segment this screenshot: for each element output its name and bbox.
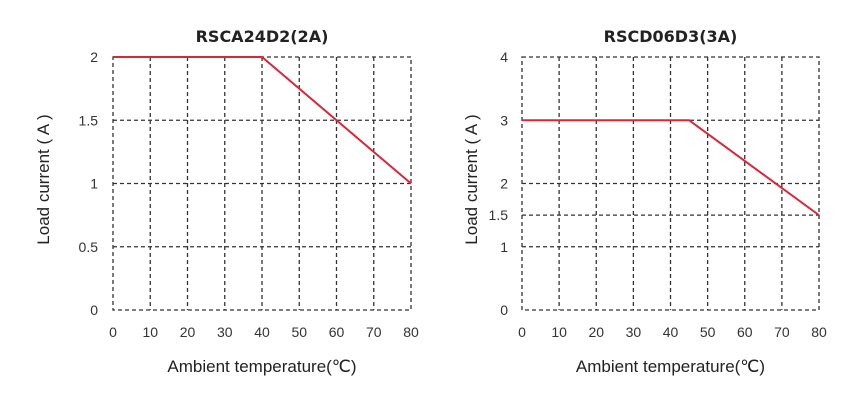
chart-2: RSCD06D3(3A) 0 10 20 30 40 50 60 70 80 0 1 1.5 2 3 4 Amb… xyxy=(462,27,827,376)
y-tick-label: 2 xyxy=(500,176,508,192)
derating-curve-line xyxy=(522,119,820,216)
y-tick-label: 1.5 xyxy=(79,112,99,128)
x-tick-label: 20 xyxy=(180,324,196,340)
x-tick-label: 20 xyxy=(588,324,604,340)
y-tick-label: 1.5 xyxy=(489,207,509,223)
x-axis-label: Ambient temperature(℃) xyxy=(576,357,765,376)
x-tick-label: 70 xyxy=(366,324,382,340)
x-tick-label: 40 xyxy=(254,324,270,340)
x-tick-label: 10 xyxy=(551,324,567,340)
chart-title: RSCA24D2(2A) xyxy=(196,27,329,46)
y-tick-label: 0 xyxy=(500,302,508,318)
y-tick-label: 1 xyxy=(90,176,98,192)
plot-frame xyxy=(521,56,820,311)
chart-1: RSCA24D2(2A) 0 10 20 30 40 50 60 70 80 0 0.5 1 1.5 2 Am… xyxy=(34,27,419,376)
y-axis-label: Load current ( A ) xyxy=(462,114,481,244)
x-tick-label: 10 xyxy=(142,324,158,340)
x-tick-label: 30 xyxy=(217,324,233,340)
x-axis-label: Ambient temperature(℃) xyxy=(167,357,356,376)
x-tick-label: 50 xyxy=(700,324,716,340)
x-tick-label: 80 xyxy=(403,324,419,340)
x-tick-label: 70 xyxy=(774,324,790,340)
y-tick-label: 0.5 xyxy=(79,239,99,255)
y-tick-label: 0 xyxy=(90,302,98,318)
chart-title: RSCD06D3(3A) xyxy=(604,27,738,46)
x-tick-label: 60 xyxy=(737,324,753,340)
x-tick-label: 0 xyxy=(109,324,117,340)
y-tick-label: 1 xyxy=(500,239,508,255)
x-tick-label: 30 xyxy=(626,324,642,340)
y-tick-label: 2 xyxy=(90,49,98,65)
x-tick-label: 40 xyxy=(663,324,679,340)
x-tick-label: 0 xyxy=(518,324,526,340)
y-tick-label: 3 xyxy=(500,112,508,128)
x-tick-label: 60 xyxy=(329,324,345,340)
x-tick-label: 80 xyxy=(811,324,827,340)
x-tick-label: 50 xyxy=(291,324,307,340)
y-axis-label: Load current ( A ) xyxy=(34,114,53,244)
derating-curve-line xyxy=(113,56,412,185)
y-tick-label: 4 xyxy=(500,49,508,65)
